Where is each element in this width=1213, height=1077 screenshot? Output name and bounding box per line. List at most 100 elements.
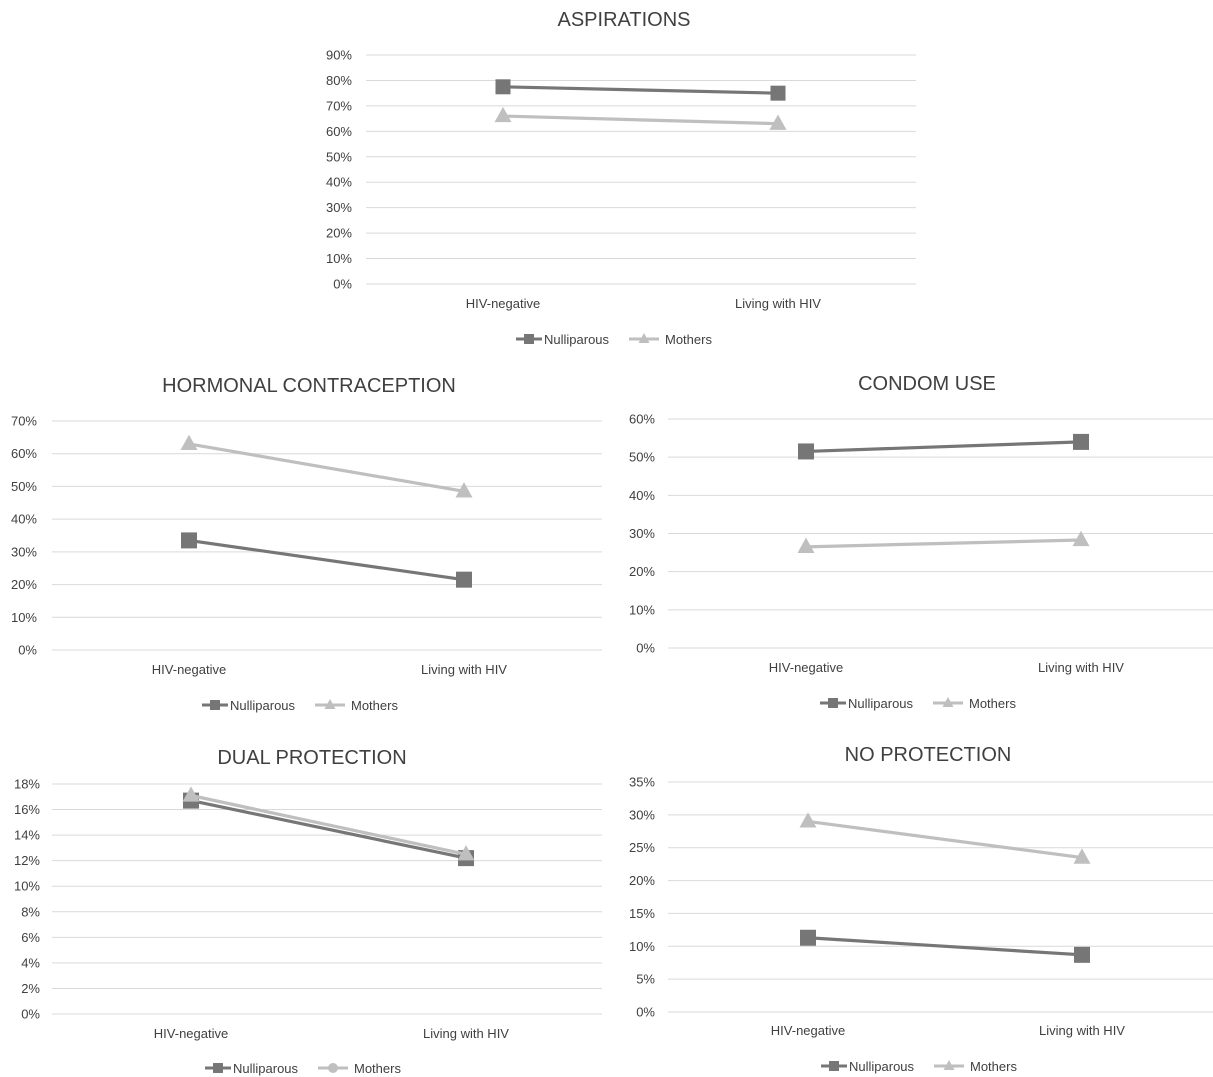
data-point (1073, 848, 1091, 864)
x-tick-label: HIV-negative (769, 660, 843, 675)
series-line (190, 793, 467, 856)
series-line (502, 114, 779, 126)
series-mothers (797, 530, 1090, 553)
condom-use-chart: CONDOM USE 0% 10% 20% 30% 40% 50% 60% HIV-negati… (629, 373, 1213, 711)
legend-label: Nulliparous (544, 332, 610, 347)
y-tick-label: 20% (629, 873, 655, 888)
data-point (494, 106, 512, 123)
series-line (805, 440, 1082, 454)
y-tick-label: 10% (629, 939, 655, 954)
data-point (1074, 946, 1090, 963)
series-mothers (494, 106, 787, 130)
data-point (799, 812, 817, 828)
y-tick-label: 80% (326, 73, 352, 88)
legend-marker (213, 1063, 223, 1073)
legend-label: Mothers (665, 332, 712, 347)
x-tick-label: Living with HIV (421, 662, 507, 677)
x-tick-label: HIV-negative (152, 662, 226, 677)
series-line (805, 538, 1082, 549)
legend-marker (324, 699, 336, 709)
y-tick-label: 2% (21, 981, 40, 996)
legend-marker (328, 1063, 338, 1073)
y-tick-label: 30% (629, 807, 655, 822)
series-line (188, 538, 465, 582)
y-tick-label: 0% (21, 1007, 40, 1022)
y-tick-label: 50% (11, 479, 37, 494)
legend-label: Nulliparous (848, 696, 914, 711)
legend-marker (829, 1061, 839, 1071)
data-point (457, 845, 475, 861)
data-point (180, 434, 198, 451)
y-tick-label: 70% (11, 414, 37, 429)
legend-marker (943, 1060, 955, 1070)
data-point (456, 571, 472, 588)
y-tick-label: 25% (629, 840, 655, 855)
aspirations-chart: ASPIRATIONS 0% 10% 20% 30% 40% 50% 60% 70% 80% 90%… (326, 9, 916, 347)
y-tick-label: 4% (21, 955, 40, 970)
series-mothers (182, 786, 475, 861)
series-line (807, 819, 1083, 860)
data-point (1072, 530, 1090, 547)
chart-title: NO PROTECTION (845, 744, 1012, 766)
series-nulliparous (495, 79, 786, 101)
series-nulliparous (181, 532, 472, 588)
data-point (182, 786, 200, 802)
y-tick-label: 20% (326, 226, 352, 241)
x-tick-label: HIV-negative (154, 1026, 228, 1041)
legend-marker (524, 334, 534, 344)
y-tick-label: 60% (326, 124, 352, 139)
series-mothers (799, 812, 1091, 864)
series-mothers (180, 434, 473, 498)
y-tick-label: 10% (14, 879, 40, 894)
series-line (502, 85, 779, 95)
legend: Nulliparous Mothers (516, 332, 712, 347)
legend-label: Mothers (970, 1059, 1017, 1074)
y-tick-label: 50% (326, 149, 352, 164)
y-tick-label: 90% (326, 48, 352, 63)
y-tick-label: 16% (14, 802, 40, 817)
x-tick-label: HIV-negative (771, 1023, 845, 1038)
legend: Nulliparous Mothers (202, 698, 398, 713)
y-tick-label: 60% (11, 446, 37, 461)
y-tick-label: 20% (629, 564, 655, 579)
y-tick-label: 10% (326, 251, 352, 266)
data-point (181, 532, 197, 549)
y-tick-label: 0% (636, 1005, 655, 1020)
legend-label: Mothers (969, 696, 1016, 711)
data-point (797, 537, 815, 553)
y-tick-label: 35% (629, 775, 655, 790)
data-point (770, 85, 786, 101)
hormonal-contraception-chart: HORMONAL CONTRACEPTION 0% 10% 20% 30% 40% 50% 6… (11, 375, 602, 713)
y-tick-label: 20% (11, 577, 37, 592)
dual-protection-chart: DUAL PROTECTION 0% 2% 4% 6% 8% 10% 12% 14% 16% 18%… (14, 747, 602, 1076)
legend: Nulliparous Mothers (821, 1059, 1017, 1074)
legend-label: Nulliparous (849, 1059, 915, 1074)
x-tick-label: Living with HIV (735, 296, 821, 311)
y-tick-label: 6% (21, 930, 40, 945)
x-tick-label: Living with HIV (1039, 1023, 1125, 1038)
series-line (807, 936, 1083, 957)
chart-title: HORMONAL CONTRACEPTION (162, 375, 456, 397)
data-point (769, 114, 787, 130)
y-tick-label: 0% (18, 643, 37, 658)
x-tick-label: HIV-negative (466, 296, 540, 311)
legend-label: Nulliparous (233, 1061, 299, 1076)
y-tick-label: 0% (333, 277, 352, 292)
data-point (800, 929, 816, 946)
legend-label: Mothers (351, 698, 398, 713)
y-tick-label: 40% (326, 175, 352, 190)
series-line (188, 442, 465, 493)
chart-title: CONDOM USE (858, 373, 996, 395)
y-tick-label: 30% (326, 200, 352, 215)
legend-label: Mothers (354, 1061, 401, 1076)
y-tick-label: 5% (636, 972, 655, 987)
chart-title: ASPIRATIONS (558, 9, 691, 31)
data-point (455, 482, 473, 498)
y-tick-label: 50% (629, 450, 655, 465)
y-tick-label: 40% (629, 488, 655, 503)
y-tick-label: 30% (11, 544, 37, 559)
series-line (190, 799, 467, 860)
y-tick-label: 30% (629, 526, 655, 541)
y-tick-label: 0% (636, 641, 655, 656)
